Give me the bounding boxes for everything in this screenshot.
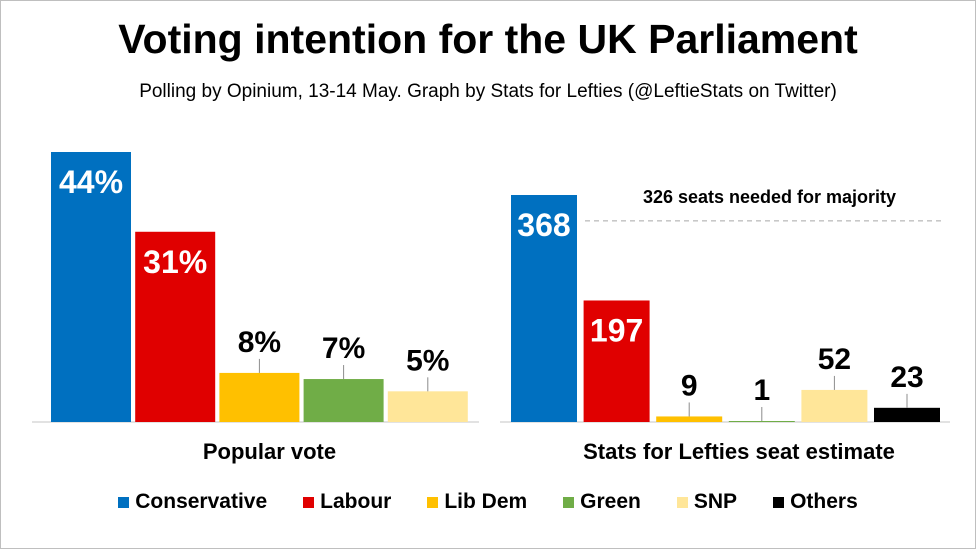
legend-item-labour: Labour — [303, 490, 391, 514]
bar-snp — [387, 391, 468, 422]
chart-subtitle: Polling by Opinium, 13-14 May. Graph by … — [139, 81, 837, 102]
bar-snp — [801, 389, 868, 422]
bar-labour — [583, 300, 650, 422]
bar-lib-dem — [219, 372, 300, 422]
data-label-snp: 52 — [818, 343, 851, 376]
legend-label: Others — [790, 490, 858, 513]
data-label-snp: 5% — [406, 344, 449, 377]
legend-swatch — [303, 496, 315, 508]
legend-swatch — [773, 496, 785, 508]
bar-labour — [135, 231, 216, 422]
bar-conservative — [511, 195, 577, 422]
data-label-labour: 197 — [590, 312, 643, 348]
bar-lib-dem — [656, 416, 723, 422]
data-label-lib-dem: 9 — [681, 369, 698, 402]
legend-label: Labour — [320, 490, 392, 513]
bar-others — [874, 407, 940, 422]
legend-item-green: Green — [563, 490, 641, 514]
legend-label: Conservative — [135, 490, 268, 513]
data-label-others: 23 — [890, 361, 923, 394]
legend-label: Lib Dem — [444, 490, 528, 513]
data-label-green: 7% — [322, 332, 365, 365]
data-label-lib-dem: 8% — [238, 326, 281, 359]
bar-green — [303, 379, 384, 422]
data-label-conservative: 368 — [517, 207, 570, 243]
legend-swatch — [563, 496, 575, 508]
legend-swatch — [118, 496, 130, 508]
legend-item-snp: SNP — [676, 490, 738, 514]
chart-title: Voting intention for the UK Parliament — [118, 16, 858, 62]
legend-label: Green — [580, 490, 641, 513]
legend: Conservative Labour Lib Dem Green SNP Others — [0, 490, 976, 514]
bar-green — [728, 421, 795, 422]
x-axis-title: Popular vote — [203, 439, 336, 464]
bar-conservative — [51, 152, 131, 422]
data-label-labour: 31% — [143, 244, 207, 280]
x-axis-title: Stats for Lefties seat estimate — [583, 439, 895, 464]
data-label-green: 1 — [753, 374, 770, 407]
legend-item-others: Others — [773, 490, 858, 514]
data-label-conservative: 44% — [59, 164, 123, 200]
legend-label: SNP — [693, 490, 738, 513]
legend-item-conservative: Conservative — [118, 490, 267, 514]
legend-item-lib-dem: Lib Dem — [427, 490, 527, 514]
legend-swatch — [676, 496, 688, 508]
majority-reference-label: 326 seats needed for majority — [643, 187, 896, 207]
legend-swatch — [427, 496, 439, 508]
